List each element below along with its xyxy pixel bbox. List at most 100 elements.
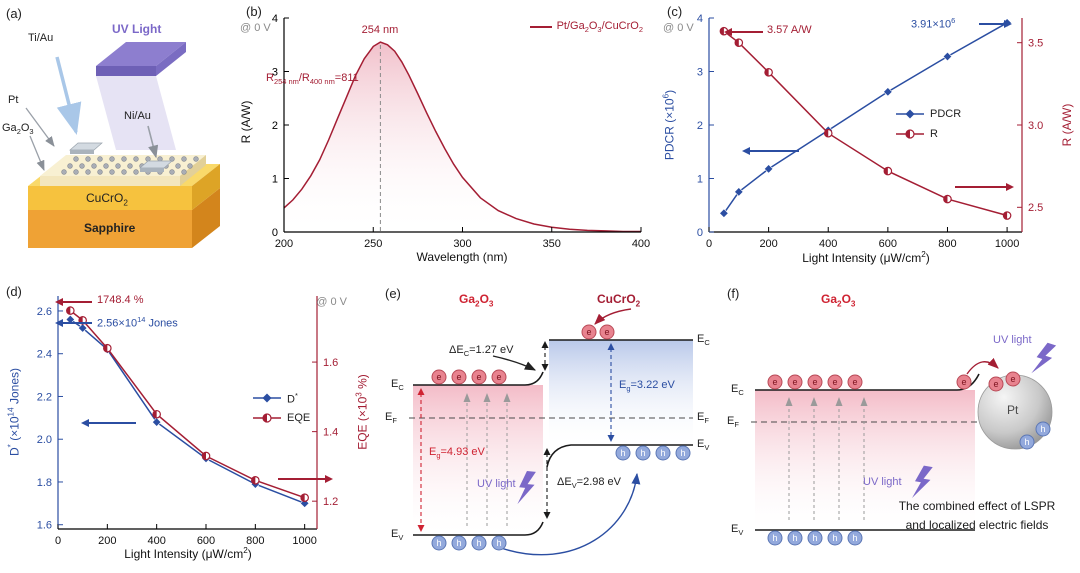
svg-text:h: h bbox=[792, 533, 797, 543]
delta-ec-value: ΔEC=1.27 eV bbox=[449, 344, 514, 359]
svg-text:2.6: 2.6 bbox=[37, 306, 52, 318]
svg-text:e: e bbox=[832, 377, 837, 387]
uv-bolt-top-icon bbox=[1031, 342, 1057, 374]
svg-text:0: 0 bbox=[697, 227, 703, 239]
svg-text:1: 1 bbox=[697, 173, 703, 185]
electron-capture-arrow bbox=[966, 357, 999, 375]
chart-detectivity-eqe: 0 200 400 600 800 1000 1.6 1.8 2.0 2.2 2.4 2.6 1.2 1.… bbox=[37, 296, 338, 547]
delta-ev-arrow bbox=[543, 448, 551, 519]
left-axis-arrow bbox=[81, 418, 136, 427]
svg-text:e: e bbox=[456, 372, 461, 382]
ev-label-right: EV bbox=[697, 438, 710, 453]
ef-label-right: EF bbox=[697, 411, 709, 426]
svg-text:e: e bbox=[436, 372, 441, 382]
panel-label: (d) bbox=[6, 284, 22, 299]
r-max-arrow bbox=[724, 27, 763, 36]
right-axis-arrow bbox=[278, 474, 333, 483]
pdcr-max-annotation: 3.91×106 bbox=[911, 16, 956, 31]
svg-text:e: e bbox=[961, 377, 966, 387]
ti-au-label: Ti/Au bbox=[28, 32, 54, 44]
eg-ga2o3-value: Eg=4.93 eV bbox=[429, 446, 485, 461]
ni-au-pointer-arrow bbox=[147, 125, 159, 159]
legend-label: Pt/Ga2O3/CuCrO2 bbox=[556, 20, 643, 35]
svg-text:200: 200 bbox=[759, 238, 777, 250]
svg-text:e: e bbox=[852, 377, 857, 387]
x-axis-title: Light Intensity (μW/cm2) bbox=[124, 546, 252, 561]
legend: PDCR R bbox=[895, 104, 961, 144]
legend-line bbox=[529, 26, 552, 29]
svg-text:400: 400 bbox=[632, 238, 650, 250]
bias-annotation: @ 0 V bbox=[316, 296, 347, 308]
legend-label-detectivity: D* bbox=[287, 390, 298, 406]
legend-label-pdcr: PDCR bbox=[930, 108, 962, 120]
svg-text:3.5: 3.5 bbox=[1028, 37, 1043, 49]
svg-text:2: 2 bbox=[272, 120, 278, 132]
legend-marker-diamond bbox=[253, 393, 281, 403]
sapphire-layer bbox=[28, 188, 220, 248]
cucro2-label: CuCrO2 bbox=[86, 191, 128, 208]
legend-item-detectivity: D* bbox=[252, 388, 310, 408]
eqe-max-annotation: 1748.4 % bbox=[97, 294, 144, 306]
svg-text:800: 800 bbox=[938, 238, 956, 250]
ev-line-ga2o3 bbox=[413, 521, 544, 536]
r-max-annotation: 3.57 A/W bbox=[767, 24, 812, 36]
uv-bolt-icon bbox=[517, 470, 536, 505]
uv-light-top-label: UV light bbox=[993, 334, 1032, 346]
uv-bolt-mid-icon bbox=[912, 465, 933, 499]
eg-ga2o3-arrow bbox=[417, 388, 425, 532]
legend-marker-diamond bbox=[896, 109, 924, 119]
svg-text:h: h bbox=[660, 448, 665, 458]
ti-au-electrode bbox=[69, 142, 103, 154]
panel-b-responsivity-spectrum: 200 250 300 350 400 0 1 2 3 4 (b) @ 0 V 254 nm R2… bbox=[232, 0, 655, 278]
detectivity-max-annotation: 2.56×1014 Jones bbox=[97, 315, 178, 330]
mechanism-caption: The combined effect of LSPR and localize… bbox=[877, 497, 1077, 534]
svg-text:h: h bbox=[772, 533, 777, 543]
legend: D* EQE bbox=[252, 388, 310, 428]
holes-on-pt: hh bbox=[1019, 421, 1051, 450]
svg-text:1.6: 1.6 bbox=[323, 357, 338, 369]
svg-text:2: 2 bbox=[697, 120, 703, 132]
pdcr-max-arrow bbox=[979, 19, 1012, 28]
ga2o3-material-label: Ga2O3 bbox=[459, 292, 494, 309]
panel-c-pdcr-responsivity: 0 200 400 600 800 1000 0 1 2 3 4 2.5 3.0 3.5 (c) @ 0 … bbox=[655, 0, 1080, 278]
ga2o3-material-label: Ga2O3 bbox=[821, 292, 856, 309]
x-axis-title: Wavelength (nm) bbox=[416, 250, 508, 264]
device-3d-schematic bbox=[25, 42, 220, 248]
uv-beam bbox=[96, 42, 186, 150]
svg-text:3: 3 bbox=[697, 66, 703, 78]
svg-text:e: e bbox=[792, 377, 797, 387]
ec-line-ga2o3 bbox=[413, 371, 544, 386]
panel-label: (f) bbox=[727, 286, 740, 301]
ec-label: EC bbox=[731, 383, 744, 398]
svg-text:e: e bbox=[496, 372, 501, 382]
ga2o3-layer bbox=[40, 155, 206, 186]
photoexcitation-arrows bbox=[785, 397, 868, 520]
uv-light-label: UV light bbox=[477, 478, 516, 490]
panel-label: (a) bbox=[6, 6, 22, 21]
svg-text:3: 3 bbox=[272, 66, 278, 78]
svg-text:200: 200 bbox=[98, 535, 116, 547]
ev-label-left: EV bbox=[391, 528, 404, 543]
legend-item-eqe: EQE bbox=[252, 408, 310, 428]
svg-text:e: e bbox=[772, 377, 777, 387]
delta-ev-value: ΔEV=2.98 eV bbox=[557, 476, 622, 491]
svg-text:4: 4 bbox=[697, 13, 703, 25]
right-y-axis-title: EQE (×103 %) bbox=[354, 374, 370, 450]
legend: Pt/Ga2O3/CuCrO2 bbox=[529, 20, 643, 35]
y-axis-title: R (A/W) bbox=[239, 100, 253, 144]
svg-text:e: e bbox=[1010, 374, 1015, 384]
chart-responsivity-spectrum: 200 250 300 350 400 0 1 2 3 4 bbox=[272, 13, 650, 250]
svg-text:1.2: 1.2 bbox=[323, 496, 338, 508]
svg-text:600: 600 bbox=[197, 535, 215, 547]
svg-text:2.4: 2.4 bbox=[37, 349, 52, 361]
svg-text:h: h bbox=[832, 533, 837, 543]
ga2o3-label: Ga2O3 bbox=[2, 122, 34, 137]
legend-marker-circle bbox=[253, 413, 281, 423]
svg-text:200: 200 bbox=[275, 238, 293, 250]
ga2o3-pointer-arrow bbox=[29, 135, 45, 171]
panel-a-device-schematic: (a) UV Light Ti/Au Pt Ga2O3 Ni/Au CuCrO2… bbox=[0, 0, 232, 278]
